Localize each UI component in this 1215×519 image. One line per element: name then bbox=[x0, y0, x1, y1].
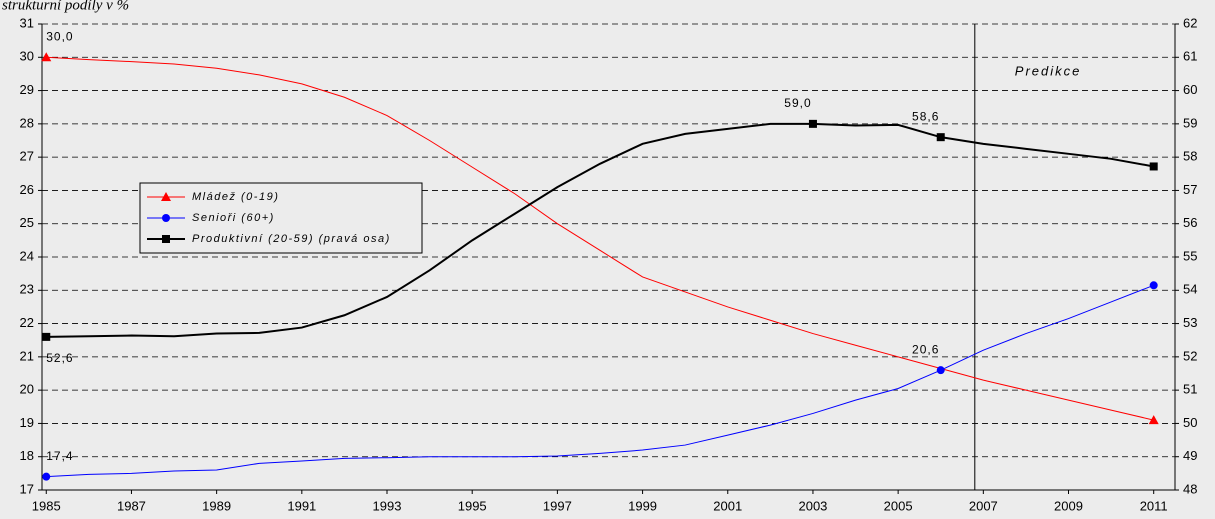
x-tick-label: 1989 bbox=[202, 498, 231, 513]
marker bbox=[42, 332, 51, 341]
x-tick-label: 1991 bbox=[287, 498, 316, 513]
y2-tick-label: 53 bbox=[1183, 315, 1197, 330]
y2-tick-label: 58 bbox=[1183, 149, 1197, 164]
marker bbox=[1149, 281, 1158, 290]
x-tick-label: 1987 bbox=[117, 498, 146, 513]
y2-tick-label: 52 bbox=[1183, 348, 1197, 363]
x-tick-label: 1985 bbox=[32, 498, 61, 513]
marker bbox=[808, 119, 817, 128]
legend: Mládež (0-19) Senioři (60+) Produktivní (2… bbox=[139, 182, 423, 254]
marker bbox=[41, 52, 52, 62]
series-line bbox=[46, 284, 1154, 478]
marker bbox=[162, 235, 170, 243]
data-label: 30,0 bbox=[46, 29, 73, 43]
x-tick-label: 2003 bbox=[798, 498, 827, 513]
x-tick-label: 1997 bbox=[543, 498, 572, 513]
x-tick-label: 2007 bbox=[969, 498, 998, 513]
legend-label: Produktivní (20-59) (pravá osa) bbox=[192, 233, 391, 245]
y2-tick-label: 51 bbox=[1183, 382, 1197, 397]
series-line bbox=[46, 56, 1154, 421]
y2-tick-label: 48 bbox=[1183, 481, 1197, 496]
marker bbox=[936, 133, 945, 142]
y2-tick-label: 62 bbox=[1183, 15, 1197, 30]
y-tick-label: 17 bbox=[20, 481, 34, 496]
y-tick-label: 26 bbox=[20, 182, 34, 197]
y2-tick-label: 57 bbox=[1183, 182, 1197, 197]
y-tick-label: 18 bbox=[20, 448, 34, 463]
x-tick-label: 2011 bbox=[1140, 498, 1168, 513]
chart-title: strukturní podíly v % bbox=[2, 0, 129, 13]
data-label: 58,6 bbox=[912, 109, 939, 123]
y-tick-label: 22 bbox=[20, 315, 34, 330]
x-tick-label: 1993 bbox=[373, 498, 402, 513]
legend-label: Senioři (60+) bbox=[192, 212, 275, 224]
y2-tick-label: 56 bbox=[1183, 215, 1197, 230]
y-tick-label: 28 bbox=[20, 115, 34, 130]
y-tick-label: 23 bbox=[20, 282, 34, 297]
marker bbox=[162, 214, 170, 222]
y-tick-label: 31 bbox=[20, 15, 34, 30]
data-label: 52,6 bbox=[46, 351, 73, 365]
y-tick-label: 30 bbox=[20, 49, 34, 64]
legend-label: Mládež (0-19) bbox=[192, 191, 279, 203]
x-tick-label: 1995 bbox=[458, 498, 487, 513]
marker bbox=[42, 472, 51, 481]
x-tick-label: 2005 bbox=[884, 498, 913, 513]
series-line bbox=[46, 122, 1154, 338]
y-tick-label: 21 bbox=[20, 348, 34, 363]
data-label: 59,0 bbox=[784, 96, 811, 110]
marker bbox=[936, 366, 945, 375]
marker bbox=[1148, 415, 1159, 425]
y2-tick-label: 61 bbox=[1183, 49, 1197, 64]
y2-tick-label: 59 bbox=[1183, 115, 1197, 130]
y-tick-label: 20 bbox=[20, 382, 34, 397]
y2-tick-label: 55 bbox=[1183, 248, 1197, 263]
y2-tick-label: 50 bbox=[1183, 415, 1197, 430]
y-tick-label: 24 bbox=[20, 248, 34, 263]
marker bbox=[161, 192, 171, 201]
x-tick-label: 2009 bbox=[1054, 498, 1083, 513]
y2-tick-label: 54 bbox=[1183, 282, 1197, 297]
marker bbox=[1149, 162, 1158, 171]
data-label: 17,4 bbox=[46, 449, 73, 463]
legend-box bbox=[139, 182, 423, 254]
annotation: Predikce bbox=[1015, 63, 1082, 78]
x-tick-label: 2001 bbox=[713, 498, 742, 513]
data-label: 20,6 bbox=[912, 342, 939, 356]
y-tick-label: 29 bbox=[20, 82, 34, 97]
y2-tick-label: 60 bbox=[1183, 82, 1197, 97]
y-tick-label: 27 bbox=[20, 149, 34, 164]
y-tick-label: 19 bbox=[20, 415, 34, 430]
x-tick-label: 1999 bbox=[628, 498, 657, 513]
y-tick-label: 25 bbox=[20, 215, 34, 230]
y2-tick-label: 49 bbox=[1183, 448, 1197, 463]
